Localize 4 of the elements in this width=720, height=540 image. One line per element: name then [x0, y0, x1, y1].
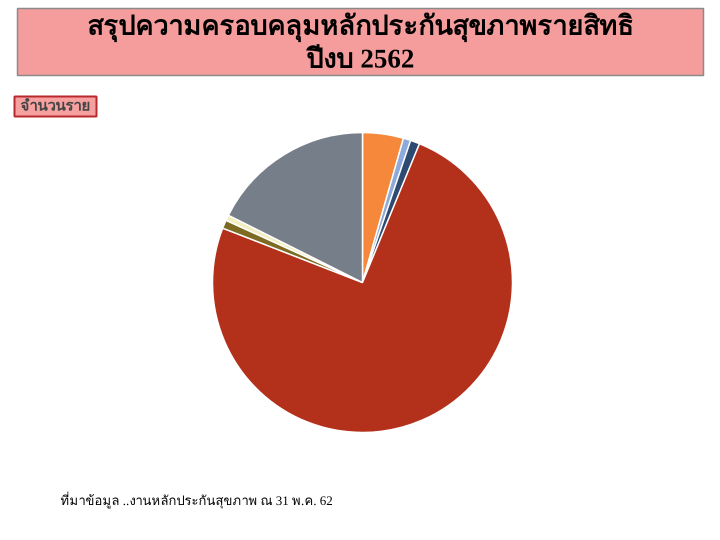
chart-subtitle: ปีงบ 2562: [306, 44, 414, 74]
chart-title: สรุปความครอบคลุมหลักประกันสุขภาพรายสิทธิ: [88, 10, 634, 42]
text: จำนวนราย: [20, 98, 90, 114]
text: ที่มาข้อมูล ..งานหลักประกันสุขภาพ ณ 31 พ.ค. 62: [60, 492, 333, 509]
